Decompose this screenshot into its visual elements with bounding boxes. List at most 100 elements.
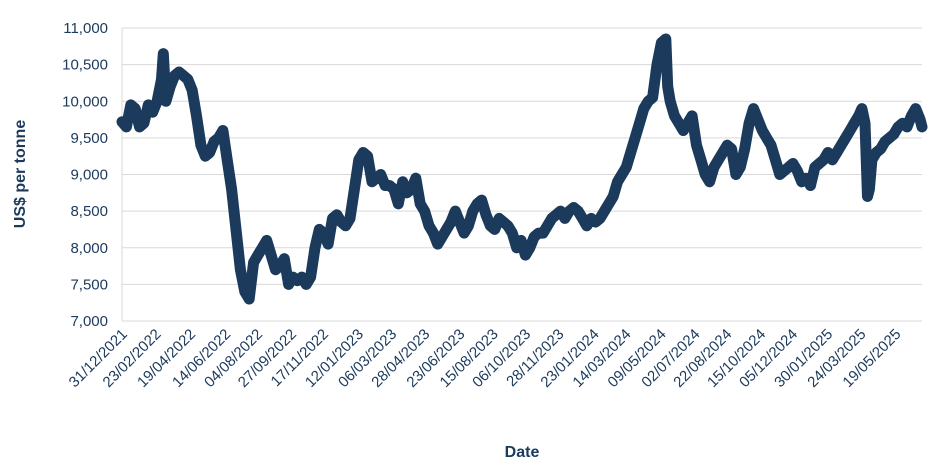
data-point bbox=[503, 221, 513, 231]
data-point bbox=[841, 133, 851, 143]
data-point bbox=[411, 173, 421, 183]
data-point bbox=[727, 144, 737, 154]
data-point bbox=[306, 272, 316, 282]
data-point bbox=[639, 104, 649, 114]
data-point bbox=[749, 104, 758, 114]
data-point bbox=[420, 206, 430, 216]
data-point bbox=[490, 224, 500, 234]
data-point bbox=[573, 206, 583, 216]
data-point bbox=[231, 224, 241, 234]
data-point bbox=[542, 221, 552, 231]
data-point bbox=[827, 155, 837, 165]
data-point bbox=[433, 239, 443, 249]
data-point bbox=[266, 250, 276, 260]
data-point bbox=[648, 93, 658, 103]
data-point bbox=[253, 250, 263, 260]
data-point bbox=[705, 177, 715, 187]
data-point bbox=[525, 243, 535, 253]
data-point bbox=[845, 126, 855, 135]
data-point bbox=[836, 140, 846, 150]
data-point bbox=[801, 173, 811, 183]
data-point bbox=[906, 111, 916, 121]
data-point bbox=[621, 162, 631, 172]
data-point bbox=[806, 181, 815, 190]
data-point bbox=[310, 243, 320, 253]
data-point bbox=[857, 104, 867, 114]
data-point bbox=[428, 228, 438, 238]
data-point bbox=[148, 107, 158, 117]
data-point bbox=[617, 170, 627, 179]
data-point bbox=[218, 126, 228, 135]
data-point bbox=[762, 133, 772, 143]
data-point bbox=[130, 104, 140, 114]
data-point bbox=[424, 221, 434, 231]
data-point bbox=[876, 144, 886, 154]
data-point bbox=[183, 74, 193, 84]
data-point bbox=[915, 115, 925, 125]
data-point bbox=[354, 155, 364, 165]
data-point bbox=[477, 195, 487, 205]
data-point bbox=[696, 155, 706, 165]
data-point bbox=[578, 213, 587, 223]
data-point bbox=[582, 221, 592, 231]
data-point bbox=[599, 206, 609, 216]
data-point bbox=[740, 144, 750, 154]
data-point bbox=[398, 177, 408, 187]
data-point bbox=[376, 170, 386, 179]
data-point bbox=[849, 118, 859, 128]
data-point bbox=[670, 111, 679, 121]
data-point bbox=[863, 192, 872, 201]
data-point bbox=[157, 74, 166, 84]
y-tick-label: 7,000 bbox=[70, 313, 108, 330]
data-point bbox=[257, 243, 267, 253]
data-point bbox=[889, 129, 899, 139]
data-point bbox=[911, 104, 921, 114]
data-point bbox=[415, 199, 425, 209]
data-point bbox=[626, 148, 636, 157]
data-point bbox=[766, 140, 776, 150]
data-point bbox=[192, 111, 201, 121]
data-point bbox=[538, 228, 548, 238]
data-point bbox=[450, 206, 460, 216]
y-tick-label: 8,500 bbox=[70, 203, 108, 220]
data-point bbox=[792, 166, 802, 176]
data-point bbox=[323, 239, 333, 249]
data-point bbox=[446, 217, 456, 227]
data-point bbox=[463, 221, 473, 231]
data-point bbox=[279, 254, 289, 264]
data-point bbox=[661, 34, 671, 44]
data-point bbox=[819, 155, 829, 165]
data-point bbox=[161, 96, 171, 106]
data-point bbox=[121, 122, 131, 132]
x-axis-ticks: 31/12/202123/02/202219/04/202214/06/2022… bbox=[66, 326, 905, 391]
data-point bbox=[860, 118, 870, 128]
data-point bbox=[604, 199, 614, 209]
data-point bbox=[770, 155, 780, 165]
data-point bbox=[823, 148, 833, 157]
data-point bbox=[788, 159, 798, 168]
data-point bbox=[560, 213, 570, 223]
data-point bbox=[700, 170, 710, 179]
data-point bbox=[227, 184, 237, 194]
data-point bbox=[297, 272, 307, 282]
data-point bbox=[595, 213, 605, 223]
y-tick-label: 9,500 bbox=[70, 130, 108, 147]
y-tick-label: 8,000 bbox=[70, 240, 108, 257]
y-axis-ticks: 7,000 7,500 8,000 8,500 9,000 9,500 10,000 10,5… bbox=[62, 20, 108, 330]
data-point bbox=[713, 155, 723, 165]
data-point bbox=[389, 184, 399, 194]
data-point bbox=[481, 210, 491, 220]
data-point bbox=[222, 155, 232, 165]
data-point bbox=[665, 96, 675, 106]
data-point bbox=[864, 184, 874, 194]
data-point bbox=[753, 115, 763, 125]
data-point bbox=[341, 221, 351, 231]
data-point bbox=[165, 82, 175, 92]
data-point bbox=[196, 140, 206, 150]
y-tick-label: 10,500 bbox=[62, 57, 108, 74]
data-point bbox=[143, 100, 153, 110]
data-point bbox=[709, 162, 719, 172]
data-point bbox=[663, 82, 673, 92]
